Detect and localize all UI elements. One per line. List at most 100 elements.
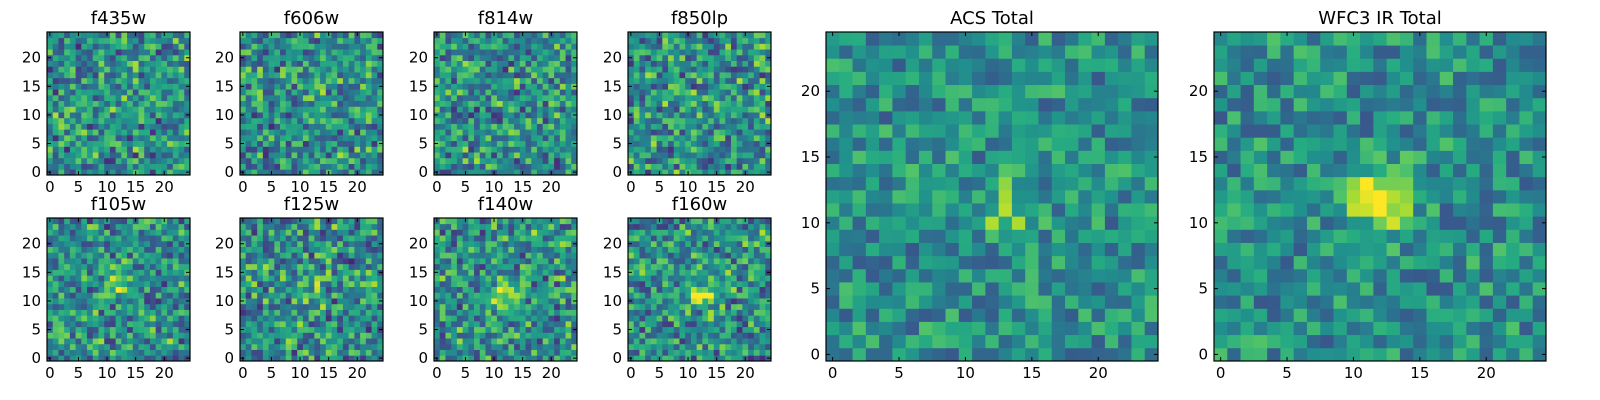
- heatmap-cell: [639, 292, 646, 299]
- heatmap-cell: [64, 89, 71, 96]
- heatmap-cell: [656, 54, 663, 61]
- heatmap-cell: [184, 157, 191, 164]
- heatmap-cell: [377, 49, 384, 56]
- heatmap-cell: [144, 157, 151, 164]
- heatmap-cell: [377, 66, 384, 73]
- heatmap-cell: [155, 338, 162, 345]
- heatmap-cell: [439, 129, 446, 136]
- heatmap-cell: [536, 235, 544, 242]
- heatmap-cell: [456, 94, 463, 102]
- heatmap-cell: [730, 286, 738, 293]
- heatmap-cell: [280, 152, 287, 159]
- heatmap-cell: [297, 223, 304, 230]
- heatmap-cell: [479, 218, 486, 225]
- heatmap-cell: [75, 263, 82, 270]
- heatmap-cell: [280, 129, 287, 136]
- heatmap-cell: [52, 94, 59, 102]
- heatmap-cell: [121, 49, 128, 56]
- heatmap-cell: [331, 229, 338, 236]
- heatmap-cell: [144, 218, 151, 225]
- heatmap-cell: [474, 117, 481, 124]
- heatmap-cell: [536, 263, 544, 270]
- heatmap-cell: [69, 89, 76, 96]
- heatmap-cell: [377, 89, 384, 96]
- heatmap-cell: [708, 320, 715, 328]
- heatmap-cell: [525, 112, 532, 119]
- heatmap-cell: [508, 275, 515, 282]
- heatmap-cell: [251, 43, 258, 50]
- heatmap-cell: [268, 235, 275, 242]
- heatmap-cell: [331, 43, 338, 50]
- heatmap-cell: [109, 77, 117, 84]
- heatmap-cell: [98, 326, 105, 333]
- heatmap-cell: [451, 140, 458, 147]
- heatmap-cell: [69, 66, 76, 73]
- heatmap-cell: [245, 223, 252, 230]
- heatmap-cell: [742, 157, 749, 164]
- heatmap-cell: [696, 349, 703, 356]
- heatmap-cell: [104, 37, 111, 44]
- heatmap-cell: [342, 275, 350, 282]
- heatmap-cell: [81, 112, 88, 119]
- heatmap-cell: [109, 140, 117, 147]
- heatmap-cell: [121, 146, 128, 153]
- heatmap-cell: [656, 320, 663, 328]
- heatmap-cell: [662, 338, 669, 345]
- heatmap-cell: [291, 43, 298, 50]
- heatmap-cell: [542, 320, 549, 328]
- heatmap-cell: [354, 286, 361, 293]
- heatmap-cell: [742, 66, 749, 73]
- heatmap-cell: [753, 338, 760, 345]
- heatmap-cell: [121, 77, 128, 84]
- heatmap-cell: [92, 286, 99, 293]
- heatmap-cell: [257, 355, 264, 362]
- heatmap-cell: [127, 269, 134, 276]
- heatmap-cell: [633, 332, 640, 339]
- heatmap-cell: [325, 60, 332, 67]
- heatmap-cell: [730, 112, 738, 119]
- heatmap-cell: [87, 77, 94, 84]
- heatmap-cell: [445, 129, 452, 136]
- heatmap-cell: [144, 106, 151, 113]
- heatmap-cell: [87, 117, 94, 124]
- heatmap-cell: [479, 94, 486, 102]
- heatmap-cell: [240, 235, 247, 242]
- heatmap-cell: [639, 106, 646, 113]
- heatmap-cell: [491, 252, 498, 259]
- heatmap-cell: [331, 32, 338, 39]
- heatmap-cell: [474, 332, 481, 339]
- heatmap-cell: [297, 343, 304, 350]
- heatmap-cell: [479, 338, 486, 345]
- heatmap-cell: [668, 269, 675, 276]
- heatmap-cell: [645, 112, 652, 119]
- heatmap-cell: [274, 286, 281, 293]
- heatmap-cell: [628, 292, 635, 299]
- heatmap-cell: [167, 157, 174, 164]
- heatmap-cell: [485, 163, 492, 170]
- heatmap-cell: [144, 66, 151, 73]
- heatmap-cell: [445, 49, 452, 56]
- heatmap-cell: [633, 94, 640, 102]
- heatmap-cell: [571, 117, 578, 124]
- heatmap-cell: [342, 157, 350, 164]
- heatmap-cell: [736, 123, 743, 130]
- heatmap-cell: [662, 140, 669, 147]
- heatmap-cell: [434, 66, 441, 73]
- heatmap-cell: [662, 349, 669, 356]
- heatmap-cell: [365, 72, 372, 79]
- heatmap-cell: [337, 60, 344, 67]
- heatmap-cell: [348, 134, 355, 142]
- heatmap-cell: [87, 54, 94, 61]
- heatmap-cell: [531, 315, 538, 322]
- heatmap-cell: [331, 152, 338, 159]
- heatmap-cell: [291, 66, 298, 73]
- heatmap-cell: [496, 77, 504, 84]
- heatmap-cell: [149, 43, 157, 50]
- heatmap-cell: [104, 43, 111, 50]
- heatmap-cell: [167, 152, 174, 159]
- heatmap-cell: [87, 89, 94, 96]
- heatmap-cell: [365, 343, 372, 350]
- heatmap-cell: [434, 332, 441, 339]
- heatmap-cell: [371, 140, 378, 147]
- heatmap-cell: [371, 83, 378, 90]
